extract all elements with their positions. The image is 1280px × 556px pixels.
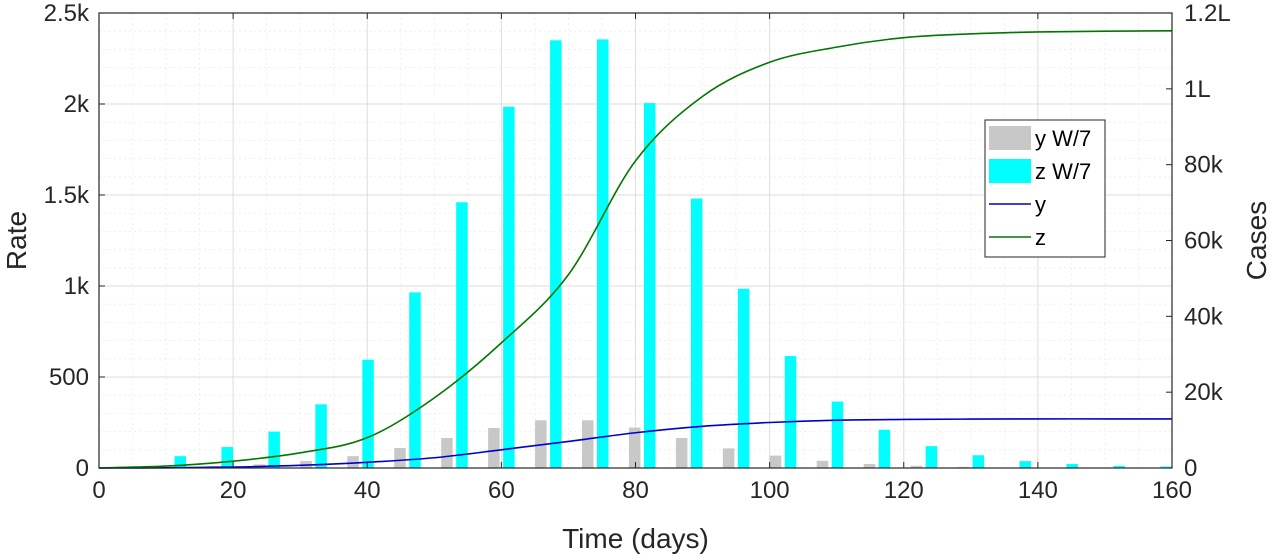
legend-label: y — [1035, 192, 1046, 217]
bar-y-w-7 — [863, 463, 876, 468]
bar-y-w-7 — [582, 420, 594, 468]
bar-z-w-7 — [456, 202, 468, 468]
x-tick-label: 120 — [884, 477, 924, 504]
y-right-tick-label: 1L — [1184, 76, 1211, 103]
x-tick-label: 160 — [1152, 477, 1192, 504]
x-tick-label: 40 — [354, 477, 381, 504]
y-left-axis-label: Rate — [1, 211, 32, 270]
bar-y-w-7 — [769, 455, 782, 468]
y-right-axis-label: Cases — [1241, 201, 1272, 280]
bar-z-w-7 — [221, 447, 233, 468]
bar-y-w-7 — [675, 437, 688, 468]
y-right-tick-label: 1.2L — [1184, 0, 1231, 27]
y-right-tick-label: 80k — [1184, 152, 1224, 179]
x-tick-label: 60 — [488, 477, 515, 504]
bar-z-w-7 — [362, 359, 374, 468]
y-right-tick-label: 20k — [1184, 379, 1224, 406]
bar-z-w-7 — [784, 356, 797, 468]
bar-z-w-7 — [597, 39, 609, 468]
bar-y-w-7 — [441, 437, 453, 468]
bar-y-w-7 — [910, 465, 923, 468]
bar-y-w-7 — [488, 427, 500, 468]
bar-y-w-7 — [722, 448, 735, 468]
bar-z-w-7 — [315, 404, 327, 468]
x-tick-label: 0 — [92, 477, 105, 504]
bar-z-w-7 — [174, 456, 187, 468]
bar-y-w-7 — [394, 447, 406, 468]
y-left-tick-label: 1.5k — [44, 182, 90, 209]
series-line-z — [98, 30, 1173, 469]
bar-z-w-7 — [503, 106, 515, 468]
bar-z-w-7 — [972, 455, 985, 468]
legend-label: z W/7 — [1035, 159, 1091, 184]
y-left-tick-label: 1k — [64, 273, 90, 300]
bar-marks — [112, 39, 1172, 469]
bar-z-w-7 — [1113, 465, 1125, 468]
bar-z-w-7 — [550, 40, 562, 469]
y-left-tick-label: 500 — [49, 364, 89, 391]
bar-z-w-7 — [268, 431, 280, 468]
line-marks — [98, 30, 1173, 469]
bar-y-w-7 — [628, 427, 641, 468]
y-right-tick-label: 60k — [1184, 228, 1224, 255]
y-left-tick-label: 2k — [64, 91, 90, 118]
y-left-tick-label: 0 — [76, 455, 89, 482]
y-right-tick-label: 0 — [1184, 455, 1197, 482]
x-tick-label: 20 — [220, 477, 247, 504]
x-axis-ticks: 0 20 40 60 80 100 120 140 160 — [92, 13, 1192, 504]
legend-label: y W/7 — [1035, 126, 1091, 151]
legend: y W/7 z W/7 yz — [984, 119, 1106, 258]
bar-z-w-7 — [925, 446, 938, 468]
y-right-axis-ticks: 0 20k 40k 60k 80k 1L 1.2L — [1166, 0, 1231, 482]
legend-swatch — [989, 159, 1031, 183]
y-right-tick-label: 40k — [1184, 303, 1224, 330]
x-tick-label: 140 — [1018, 477, 1058, 504]
legend-swatch — [989, 126, 1031, 150]
bar-z-w-7 — [690, 198, 703, 468]
bar-y-w-7 — [816, 460, 829, 468]
bar-z-w-7 — [1066, 463, 1078, 468]
bar-y-w-7 — [347, 456, 359, 468]
x-tick-label: 80 — [622, 477, 649, 504]
bar-z-w-7 — [1019, 461, 1032, 468]
bar-z-w-7 — [1160, 466, 1172, 468]
x-tick-label: 100 — [750, 477, 790, 504]
x-axis-label: Time (days) — [562, 523, 709, 554]
legend-label: z — [1035, 225, 1046, 250]
bar-z-w-7 — [643, 103, 656, 468]
bar-z-w-7 — [831, 401, 844, 468]
bar-z-w-7 — [737, 288, 750, 468]
series-line-y — [98, 418, 1172, 469]
bar-z-w-7 — [878, 429, 891, 468]
y-left-axis-ticks: 0 500 1k 1.5k 2k 2.5k — [44, 0, 105, 482]
bar-z-w-7 — [409, 292, 421, 468]
y-left-tick-label: 2.5k — [44, 0, 90, 27]
